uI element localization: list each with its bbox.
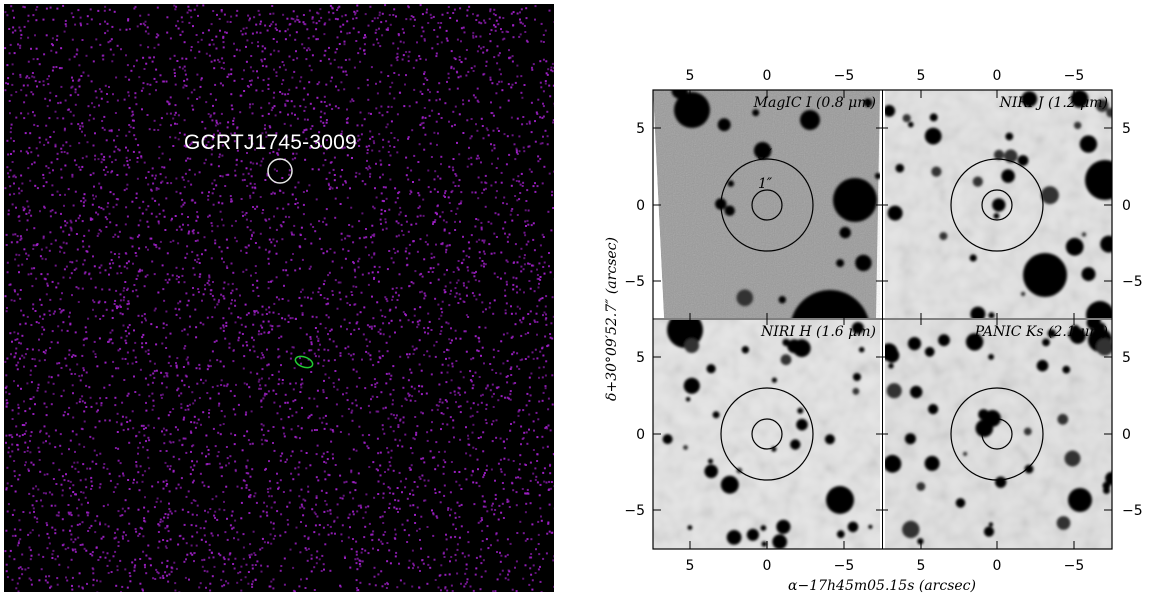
- x-tick-top-2: 0: [763, 68, 772, 84]
- inner-circle-label: 1″: [758, 176, 773, 192]
- y-tick-left-2: 0: [636, 198, 645, 214]
- source-position-circle: [267, 158, 293, 184]
- y-tick-left-5: 0: [636, 427, 645, 443]
- x-tick-top-4: 5: [917, 68, 926, 84]
- detection-ellipse: [294, 355, 314, 369]
- y-tick-right-2: 0: [1122, 198, 1131, 214]
- x-axis-label: α−17h45m05.15s (arcsec): [788, 578, 976, 594]
- x-tick-top-6: −5: [1064, 68, 1085, 84]
- x-tick-top-1: 5: [686, 68, 695, 84]
- panel-label-panic-ks: PANIC Ks (2.1 μm): [974, 324, 1108, 340]
- y-tick-left-3: −5: [624, 274, 645, 290]
- xray-field: [4, 4, 554, 592]
- x-tick-top-3: −5: [834, 68, 855, 84]
- panel-label-magic-i: MagIC I (0.8 μm): [753, 95, 876, 111]
- panel-niri-j: [885, 90, 1112, 318]
- x-tick-top-5: 0: [993, 68, 1002, 84]
- x-tick-bottom-3: −5: [834, 558, 855, 574]
- panel-niri-h: [653, 320, 880, 549]
- x-tick-bottom-2: 0: [763, 558, 772, 574]
- panel-label-niri-j: NIRI J (1.2 μm): [999, 95, 1108, 111]
- photon-events: [4, 4, 554, 592]
- y-axis-label: δ+30°09′52.7″ (arcsec): [604, 237, 620, 401]
- outer-circle-label: 3″: [758, 147, 773, 163]
- y-tick-left-4: 5: [636, 350, 645, 366]
- x-tick-bottom-1: 5: [686, 558, 695, 574]
- error-circles: [720, 158, 1044, 481]
- y-tick-right-1: 5: [1122, 121, 1131, 137]
- y-tick-left-1: 5: [636, 121, 645, 137]
- xray-image-panel: GCRTJ1745-3009: [4, 4, 554, 592]
- y-tick-left-6: −5: [624, 503, 645, 519]
- x-tick-bottom-5: 0: [993, 558, 1002, 574]
- mosaic-svg: 3″ 1″ MagIC I (0.8 μm) NIRI J (1.2 μm) N…: [604, 68, 1143, 594]
- panel-magic-i: [653, 90, 880, 318]
- source-label: GCRTJ1745-3009: [184, 131, 357, 154]
- y-tick-right-5: 0: [1122, 427, 1131, 443]
- x-tick-bottom-4: 5: [917, 558, 926, 574]
- y-tick-right-6: −5: [1122, 503, 1143, 519]
- x-tick-bottom-6: −5: [1064, 558, 1085, 574]
- panel-panic-ks: [885, 320, 1112, 549]
- tick-marks: [653, 90, 1112, 549]
- y-tick-right-4: 5: [1122, 350, 1131, 366]
- y-tick-right-3: −5: [1122, 274, 1143, 290]
- panel-label-niri-h: NIRI H (1.6 μm): [760, 324, 876, 340]
- infrared-mosaic: 3″ 1″ MagIC I (0.8 μm) NIRI J (1.2 μm) N…: [600, 60, 1156, 596]
